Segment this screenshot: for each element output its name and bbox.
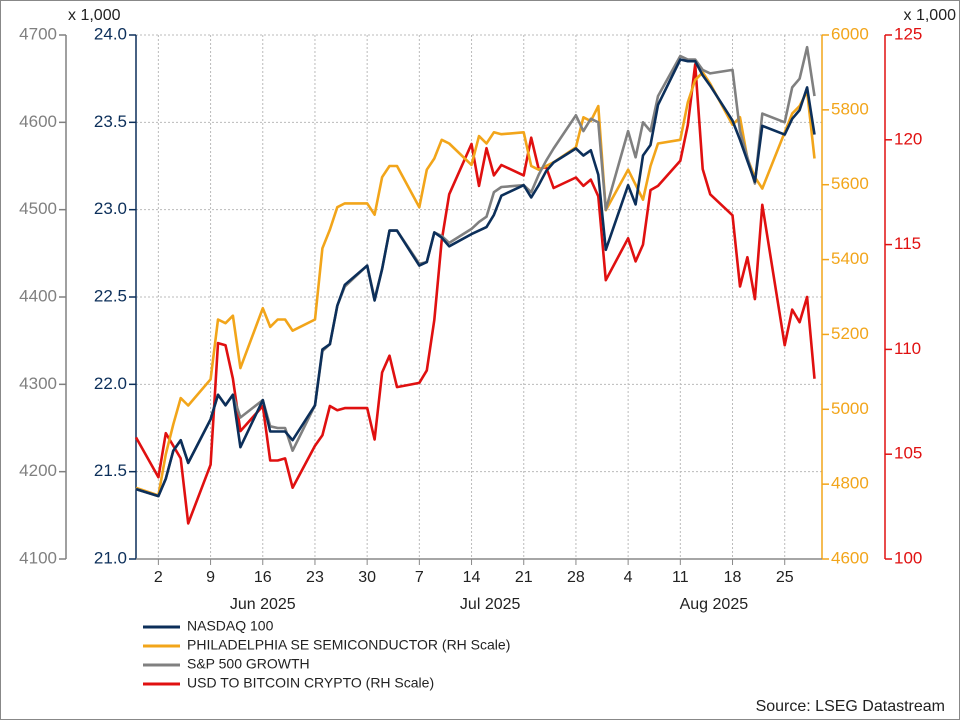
y-tick-label: 22.0 — [94, 374, 127, 393]
x-tick-label: 7 — [415, 569, 424, 586]
month-label: Jun 2025 — [230, 596, 296, 613]
y2-tick-label: 4800 — [831, 474, 869, 493]
series-line — [135, 58, 816, 498]
y-tick-label: 23.0 — [94, 199, 127, 218]
legend-label: NASDAQ 100 — [187, 618, 274, 634]
month-label: Aug 2025 — [680, 596, 749, 613]
source-note: Source: LSEG Datastream — [756, 698, 945, 715]
y4-tick-label: 110 — [894, 339, 921, 358]
y4-tick-label: 100 — [894, 548, 922, 567]
y4-tick-label: 105 — [894, 444, 922, 463]
y2-tick-label: 5000 — [831, 399, 869, 418]
y3-tick-label: 4600 — [19, 112, 57, 131]
x-tick-label: 25 — [776, 569, 794, 586]
y2-tick-label: 5200 — [831, 324, 869, 343]
series-line — [135, 45, 816, 498]
x-tick-label: 16 — [254, 569, 272, 586]
legend-label: USD TO BITCOIN CRYPTO (RH Scale) — [187, 675, 434, 691]
y-tick-label: 23.5 — [94, 112, 127, 131]
y4-unit-label: x 1,000 — [904, 7, 957, 24]
y2-tick-label: 6000 — [831, 24, 869, 43]
y3-tick-label: 4200 — [19, 461, 57, 480]
y2-tick-label: 5400 — [831, 249, 869, 268]
x-tick-label: 2 — [154, 569, 163, 586]
legend-label: S&P 500 GROWTH — [187, 656, 310, 672]
y-tick-label: 22.5 — [94, 286, 127, 305]
y3-tick-label: 4400 — [19, 286, 57, 305]
series-line — [135, 71, 816, 497]
y3-tick-label: 4100 — [19, 548, 57, 567]
y3-tick-label: 4300 — [19, 374, 57, 393]
x-tick-label: 21 — [515, 569, 533, 586]
x-tick-label: 23 — [306, 569, 324, 586]
x-tick-label: 4 — [624, 569, 633, 586]
y2-tick-label: 5800 — [831, 99, 869, 118]
legend: NASDAQ 100 PHILADELPHIA SE SEMICONDUCTOR … — [143, 618, 510, 691]
x-tick-label: 11 — [672, 569, 689, 586]
x-tick-label: 30 — [358, 569, 376, 586]
legend-label: PHILADELPHIA SE SEMICONDUCTOR (RH Scale) — [187, 637, 510, 653]
x-tick-label: 9 — [206, 569, 215, 586]
x-tick-label: 18 — [724, 569, 742, 586]
y-tick-label: 24.0 — [94, 24, 127, 43]
y-tick-label: 21.5 — [94, 461, 127, 480]
y2-tick-label: 5600 — [831, 174, 869, 193]
y3-tick-label: 4700 — [19, 24, 57, 43]
y4-tick-label: 120 — [894, 129, 922, 148]
x-tick-label: 14 — [463, 569, 481, 586]
y3-tick-label: 4500 — [19, 199, 57, 218]
y4-tick-label: 125 — [894, 24, 922, 43]
y4-tick-label: 115 — [894, 234, 921, 253]
y2-tick-label: 4600 — [831, 548, 869, 567]
x-tick-label: 28 — [567, 569, 585, 586]
y-tick-label: 21.0 — [94, 548, 127, 567]
y-unit-label: x 1,000 — [68, 7, 121, 24]
month-label: Jul 2025 — [460, 596, 521, 613]
